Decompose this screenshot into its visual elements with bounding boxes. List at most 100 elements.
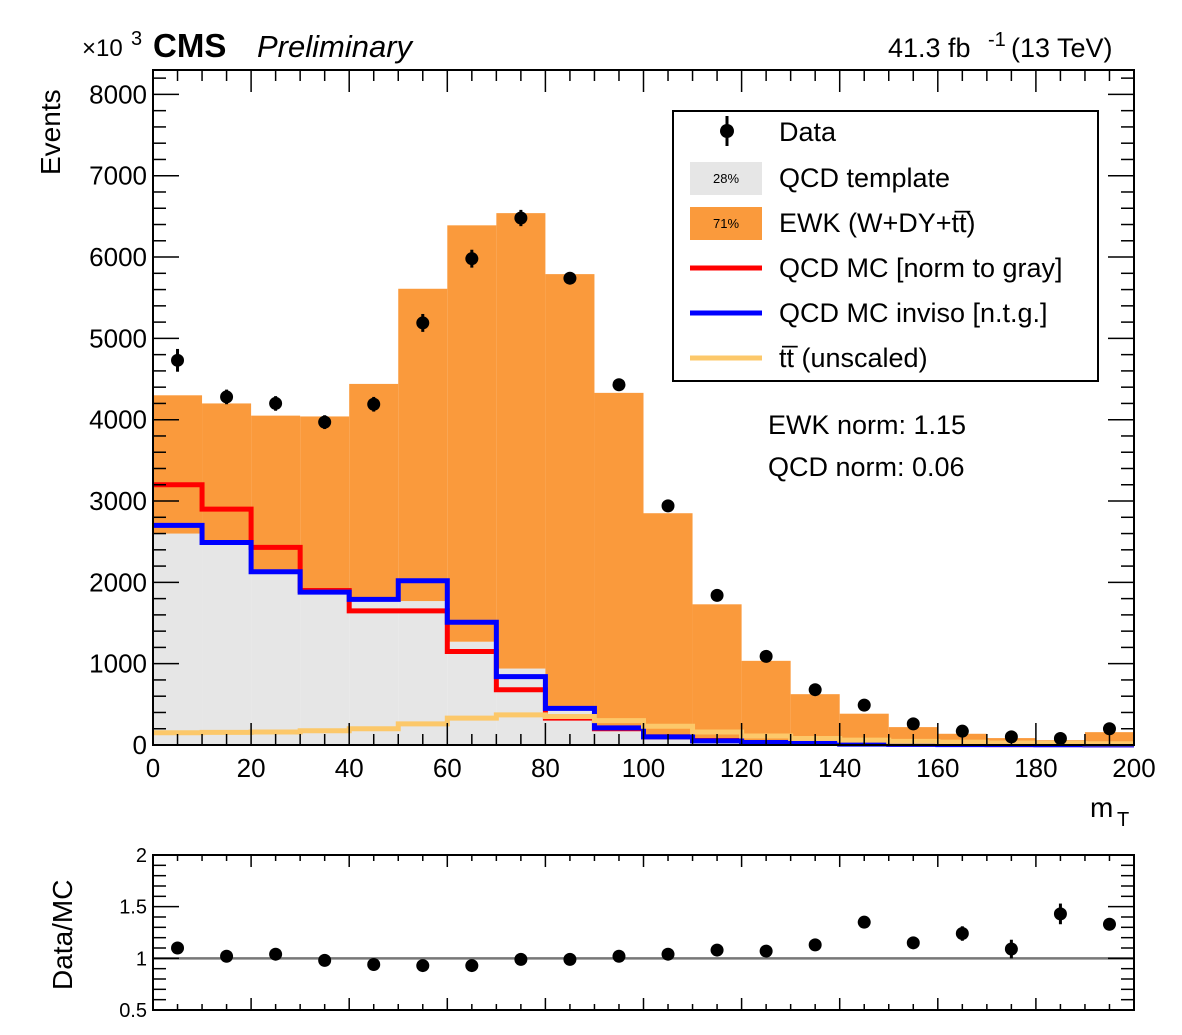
stack-bar-ewk-bin-0	[153, 395, 203, 534]
legend-pct-ewk: 71%	[713, 216, 739, 231]
ewk-norm-note: EWK norm: 1.15	[768, 410, 966, 440]
legend-entry-qcd-template: 28% QCD template	[690, 162, 950, 195]
legend-label-data: Data	[779, 117, 837, 147]
stack-bar-qcd-template-bin-7	[496, 668, 546, 745]
lumi-label: 41.3 fb	[888, 33, 971, 63]
ratio-point-15	[906, 936, 920, 950]
y-tick-label-3000: 3000	[89, 486, 147, 516]
ratio-y-tick-label-1.5: 1.5	[119, 897, 147, 919]
stack-bar-qcd-template-bin-4	[349, 599, 399, 745]
data-point-8	[563, 271, 577, 285]
stack-bar-ewk-bin-7	[496, 213, 546, 669]
data-point-6	[465, 252, 479, 266]
exponent-power: 3	[131, 28, 142, 50]
ratio-point-1	[220, 949, 234, 963]
ratio-y-tick-label-2: 2	[136, 845, 147, 867]
energy-label: (13 TeV)	[1011, 33, 1113, 63]
main-axes: 0 20 40 60 80 100 120 140 160 180 2000100020003000…	[89, 69, 1156, 783]
preliminary-label: Preliminary	[257, 29, 415, 64]
x-tick-label-160: 160	[916, 753, 959, 783]
x-tick-label-100: 100	[622, 753, 665, 783]
ratio-point-2	[269, 947, 283, 961]
data-point-16	[955, 724, 969, 738]
main-stack-histogram	[153, 213, 1134, 745]
stack-bar-ewk-bin-4	[349, 383, 399, 600]
legend-entry-data: Data	[720, 116, 837, 147]
legend-entry-qcd-mc: QCD MC [norm to gray]	[690, 253, 1063, 283]
ratio-point-6	[465, 959, 479, 973]
legend: Data 28% QCD template 71% EWK (W+DY+tt̅)…	[672, 110, 1099, 382]
x-tick-label-40: 40	[335, 753, 364, 783]
stack-bar-qcd-template-bin-0	[153, 533, 203, 745]
stack-bar-qcd-template-bin-3	[300, 592, 350, 745]
ratio-point-18	[1053, 907, 1067, 921]
data-point-5	[416, 316, 430, 330]
x-tick-label-60: 60	[433, 753, 462, 783]
legend-swatch-ewk	[690, 207, 762, 240]
stack-bar-ewk-bin-11	[692, 604, 742, 741]
y-tick-label-4000: 4000	[89, 405, 147, 435]
legend-entry-ewk: 71% EWK (W+DY+tt̅)	[690, 207, 976, 240]
y-tick-label-2000: 2000	[89, 567, 147, 597]
data-point-13	[808, 683, 822, 697]
stack-bar-qcd-template-bin-6	[447, 641, 497, 745]
ratio-point-14	[857, 915, 871, 929]
x-tick-label-80: 80	[531, 753, 560, 783]
y-tick-label-0: 0	[133, 730, 147, 760]
stack-bar-ewk-bin-10	[643, 513, 693, 737]
data-point-11	[710, 588, 724, 602]
ratio-point-13	[808, 938, 822, 952]
ratio-point-10	[661, 947, 675, 961]
x-tick-label-200: 200	[1112, 753, 1155, 783]
ratio-point-16	[955, 927, 969, 941]
legend-label-qcd-template: QCD template	[779, 163, 950, 193]
data-point-19	[1102, 722, 1116, 736]
data-point-3	[318, 415, 332, 429]
y-tick-label-5000: 5000	[89, 323, 147, 353]
ratio-point-19	[1102, 917, 1116, 931]
stack-bar-ewk-bin-12	[741, 660, 791, 743]
exponent-label: ×10	[82, 35, 123, 62]
stack-bar-qcd-template-bin-2	[251, 571, 301, 745]
ratio-axes: 0.5 1 1.5 2	[119, 845, 1135, 1022]
ratio-y-tick-label-1: 1	[136, 948, 147, 970]
x-axis-title: m	[1090, 792, 1113, 823]
legend-label-qcd-mc-inviso: QCD MC inviso [n.t.g.]	[779, 298, 1048, 328]
x-axis-title-subscript: T	[1117, 809, 1129, 831]
ratio-point-0	[171, 941, 185, 955]
ratio-frame	[152, 854, 1135, 1011]
data-point-2	[269, 396, 283, 410]
data-point-12	[759, 649, 773, 663]
y-tick-label-8000: 8000	[89, 79, 147, 109]
x-tick-label-20: 20	[237, 753, 266, 783]
stack-bar-ewk-bin-5	[398, 288, 448, 602]
data-point-7	[514, 211, 528, 225]
legend-label-ttbar: tt̅ (unscaled)	[779, 343, 928, 373]
legend-box	[672, 110, 1099, 382]
data-point-14	[857, 698, 871, 712]
ratio-y-tick-label-0.5: 0.5	[119, 1000, 147, 1022]
ratio-point-8	[563, 952, 577, 966]
cms-label: CMS	[153, 27, 226, 64]
legend-label-qcd-mc: QCD MC [norm to gray]	[779, 253, 1063, 283]
legend-pct-qcd-template: 28%	[713, 171, 739, 186]
x-tick-label-0: 0	[146, 753, 160, 783]
ratio-point-7	[514, 952, 528, 966]
ratio-point-5	[416, 959, 430, 973]
stack-bar-ewk-bin-8	[545, 274, 595, 707]
stack-bar-ewk-bin-9	[594, 392, 644, 726]
x-tick-label-120: 120	[720, 753, 763, 783]
ratio-y-axis-title: Data/MC	[47, 880, 78, 990]
x-tick-label-140: 140	[818, 753, 861, 783]
ratio-point-12	[759, 944, 773, 958]
legend-label-ewk: EWK (W+DY+tt̅)	[779, 208, 976, 238]
stack-bar-qcd-template-bin-1	[202, 543, 252, 745]
data-point-9	[612, 378, 626, 392]
y-tick-label-6000: 6000	[89, 242, 147, 272]
lumi-power: -1	[988, 29, 1006, 51]
legend-data-marker	[720, 124, 734, 138]
ratio-data-points	[171, 903, 1116, 973]
x-tick-label-180: 180	[1014, 753, 1057, 783]
ratio-point-17	[1004, 942, 1018, 956]
